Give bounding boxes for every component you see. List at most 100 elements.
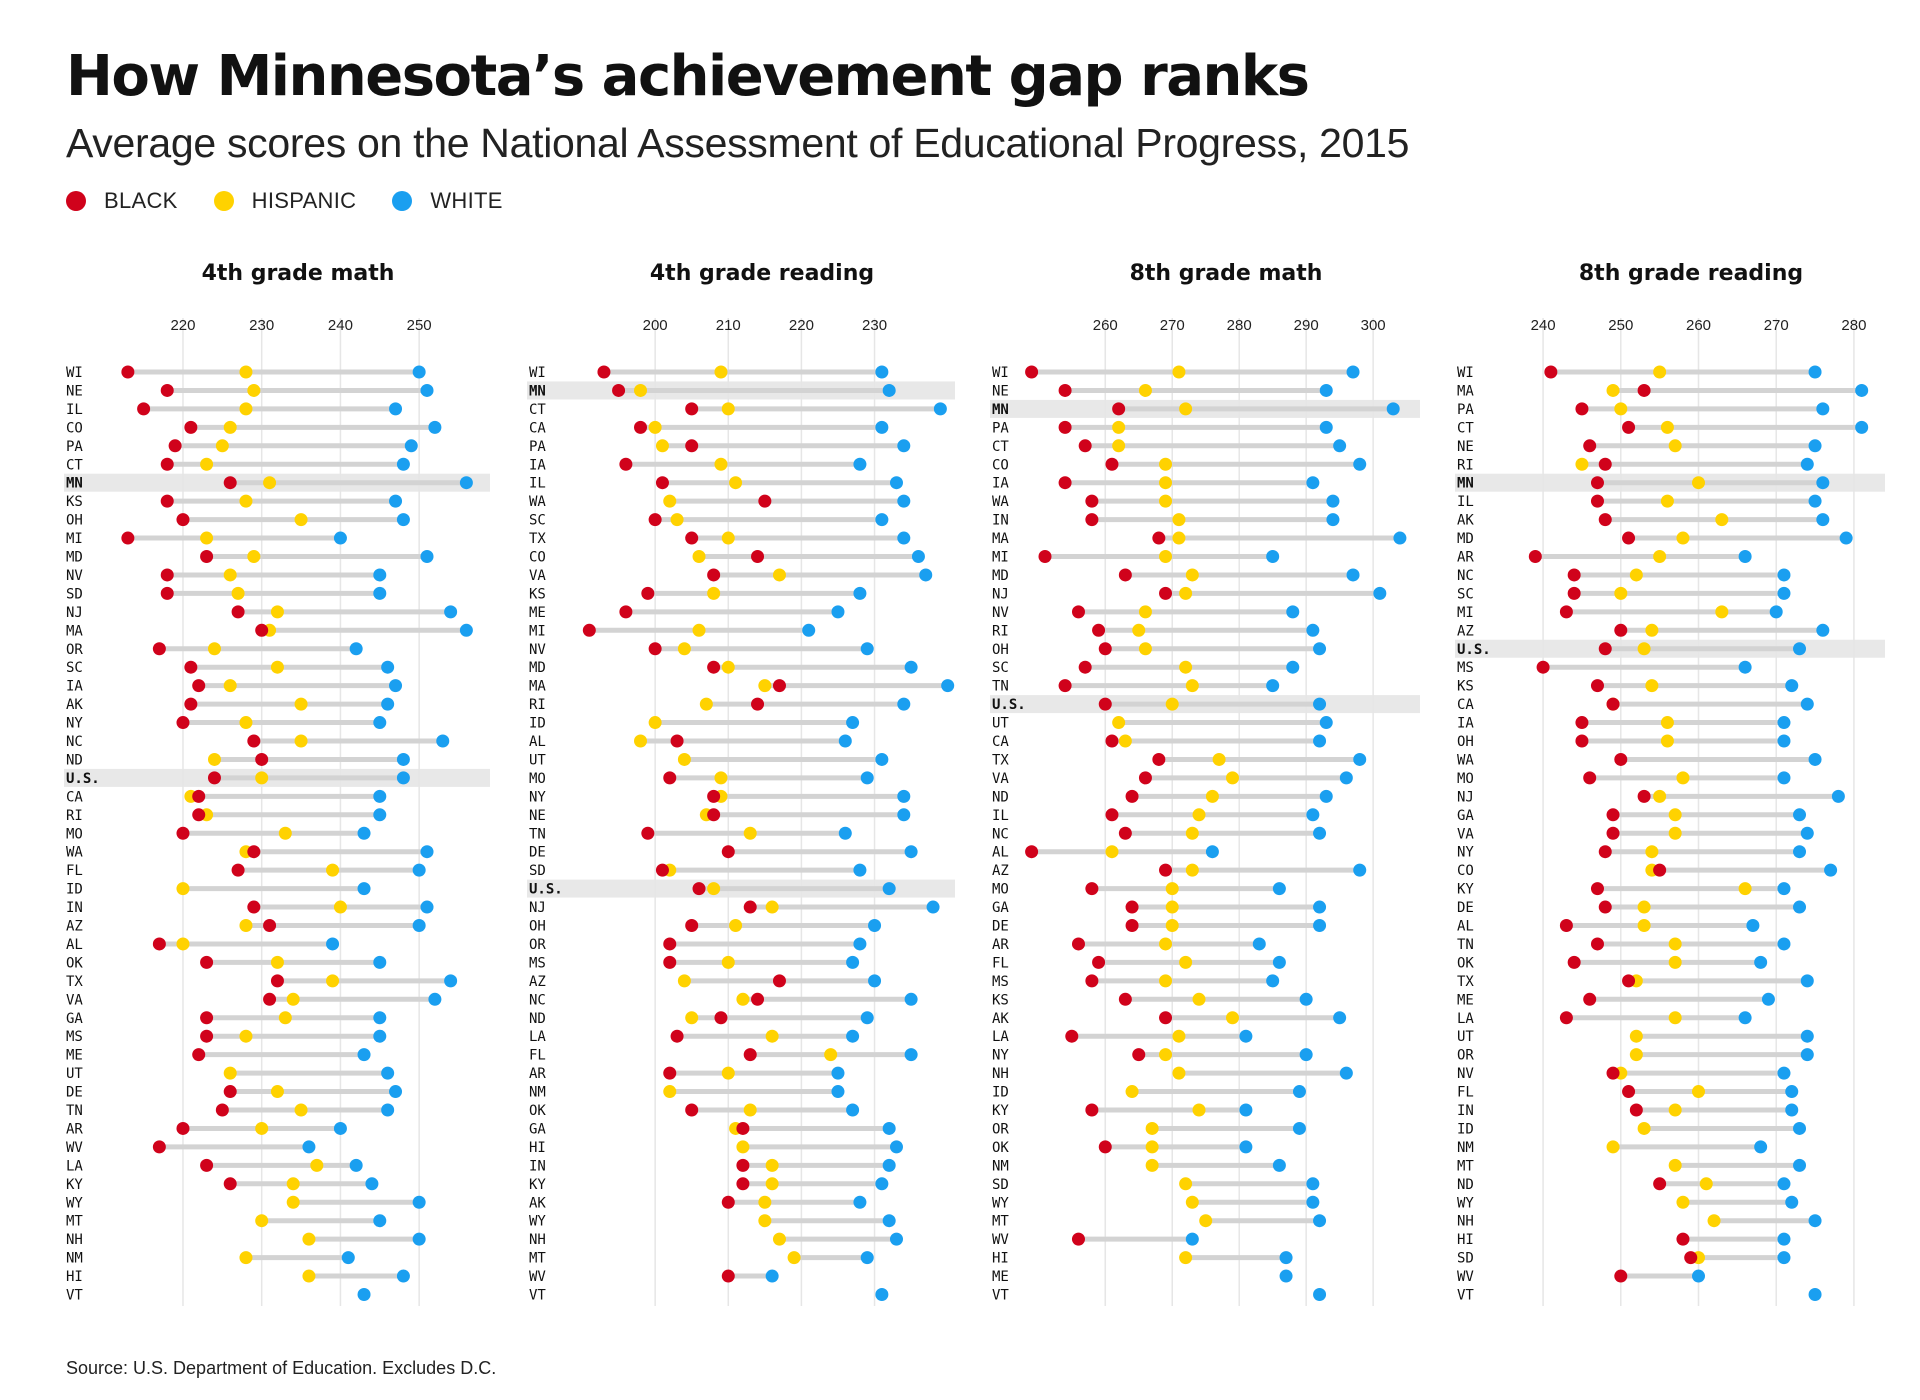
row-pa: PA bbox=[992, 420, 1333, 436]
dot-black bbox=[176, 716, 190, 730]
row-hi: HI bbox=[992, 1251, 1293, 1267]
state-label: KY bbox=[529, 1177, 546, 1193]
dot-black bbox=[200, 1011, 214, 1025]
state-label: NH bbox=[1457, 1214, 1474, 1230]
state-label: FL bbox=[66, 863, 83, 879]
row-me: ME bbox=[529, 605, 845, 621]
dot-black bbox=[176, 513, 190, 527]
state-label: IA bbox=[992, 476, 1009, 492]
dot-hispanic bbox=[239, 919, 253, 932]
row-vt: VT bbox=[992, 1288, 1327, 1304]
dot-plot-charts: 220 230 240 250 4th grade math WI NE IL CO PA CT MN… bbox=[64, 261, 1885, 1306]
row-de: DE bbox=[992, 919, 1327, 935]
row-in: IN bbox=[992, 513, 1340, 529]
state-label: AL bbox=[992, 845, 1009, 861]
dot-white bbox=[1808, 752, 1822, 766]
dot-black bbox=[1614, 623, 1628, 637]
row-ct: CT bbox=[66, 457, 410, 473]
dot-black bbox=[223, 476, 237, 490]
dot-black bbox=[207, 771, 221, 785]
dot-hispanic bbox=[200, 457, 214, 471]
dot-white bbox=[373, 568, 387, 582]
dot-white bbox=[882, 1158, 896, 1172]
dot-black bbox=[1112, 402, 1126, 416]
state-label: MI bbox=[992, 550, 1009, 566]
dot-hispanic bbox=[215, 439, 229, 453]
state-label: ME bbox=[992, 1269, 1009, 1285]
legend-swatch-white bbox=[392, 191, 413, 211]
row-nd: ND bbox=[529, 1011, 874, 1027]
row-co: CO bbox=[992, 457, 1367, 473]
dot-black bbox=[634, 420, 648, 434]
row-nj: NJ bbox=[992, 586, 1387, 602]
dot-hispanic bbox=[223, 679, 237, 693]
dot-white bbox=[1319, 383, 1333, 397]
dot-white bbox=[1777, 882, 1791, 896]
dot-white bbox=[373, 586, 387, 600]
state-label: MT bbox=[1457, 1158, 1474, 1174]
row-va: VA bbox=[529, 568, 933, 584]
dot-hispanic bbox=[239, 716, 253, 730]
row-ok: OK bbox=[1457, 955, 1768, 971]
dot-black bbox=[751, 992, 765, 1006]
dot-hispanic bbox=[239, 365, 253, 379]
row-ms: MS bbox=[66, 1029, 387, 1045]
state-label: MD bbox=[1457, 531, 1474, 547]
row-tn: TN bbox=[992, 679, 1280, 695]
dot-hispanic bbox=[663, 494, 677, 508]
state-label: OR bbox=[66, 642, 83, 658]
row-sd: SD bbox=[992, 1177, 1320, 1193]
state-label: WA bbox=[992, 494, 1009, 510]
state-label: SD bbox=[1457, 1251, 1474, 1267]
dot-hispanic bbox=[1668, 937, 1682, 951]
dot-black bbox=[1684, 1251, 1698, 1265]
row-ny: NY bbox=[66, 716, 387, 732]
dot-black bbox=[721, 1195, 735, 1209]
state-label: PA bbox=[66, 439, 83, 455]
state-label: SC bbox=[1457, 586, 1474, 602]
row-u-s: U.S. bbox=[1457, 642, 1807, 658]
state-label: MS bbox=[1457, 660, 1474, 676]
state-label: IL bbox=[529, 476, 546, 492]
row-ky: KY bbox=[992, 1103, 1253, 1119]
row-ct: CT bbox=[529, 402, 947, 418]
dot-hispanic bbox=[1653, 789, 1667, 803]
tick-label: 300 bbox=[1361, 317, 1386, 334]
dot-black bbox=[255, 623, 269, 637]
dot-hispanic bbox=[1614, 402, 1628, 416]
dot-white bbox=[349, 1158, 363, 1172]
dot-black bbox=[1583, 771, 1597, 785]
dot-black bbox=[1622, 420, 1636, 434]
dot-white bbox=[1266, 679, 1280, 693]
dot-hispanic bbox=[207, 752, 221, 766]
dot-black bbox=[1622, 974, 1636, 988]
state-label: AL bbox=[66, 937, 83, 953]
state-label: KS bbox=[992, 992, 1009, 1008]
dot-black bbox=[192, 789, 206, 803]
row-ga: GA bbox=[1457, 808, 1807, 824]
legend-item-white: WHITE bbox=[392, 188, 502, 214]
dot-white bbox=[1785, 679, 1799, 693]
state-label: MT bbox=[66, 1214, 83, 1230]
dot-black bbox=[1058, 679, 1072, 693]
dot-hispanic bbox=[1185, 679, 1199, 693]
state-label: MI bbox=[529, 623, 546, 639]
state-label: NE bbox=[66, 383, 83, 399]
dot-white bbox=[1393, 531, 1407, 545]
dot-white bbox=[882, 1214, 896, 1228]
state-label: MA bbox=[529, 679, 546, 695]
chart-panel-8th-grade-math: 260 270 280 290 300 8th grade math WI NE MN PA CT C… bbox=[990, 261, 1420, 1306]
row-de: DE bbox=[1457, 900, 1807, 916]
row-mi: MI bbox=[1457, 605, 1783, 621]
row-ne: NE bbox=[529, 808, 911, 824]
dot-black bbox=[1065, 1029, 1079, 1043]
dot-hispanic bbox=[1192, 808, 1206, 822]
dot-hispanic bbox=[270, 1085, 284, 1099]
dot-black bbox=[1025, 845, 1039, 859]
dot-hispanic bbox=[1185, 1195, 1199, 1209]
dot-black bbox=[721, 845, 735, 859]
state-label: PA bbox=[992, 420, 1009, 436]
state-label: NE bbox=[992, 383, 1009, 399]
row-la: LA bbox=[529, 1029, 860, 1045]
dot-white bbox=[868, 919, 882, 932]
